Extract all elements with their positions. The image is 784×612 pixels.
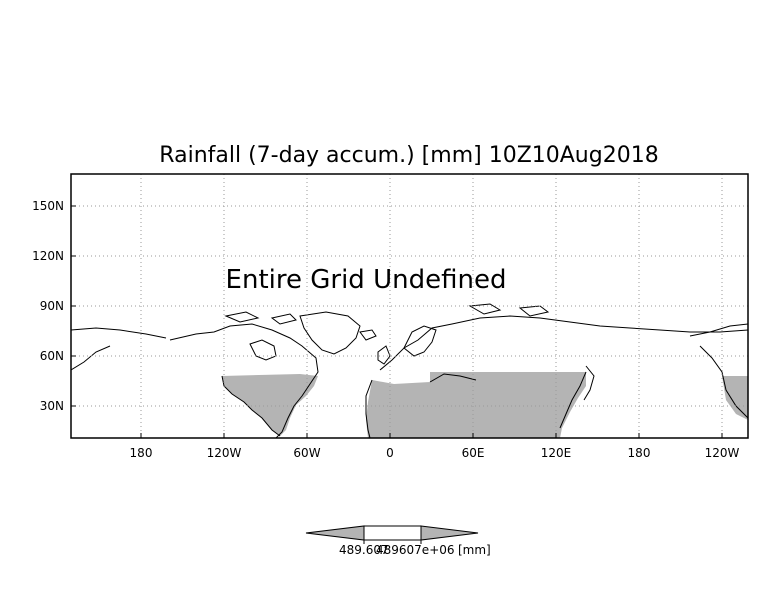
lon-label: 120E [541, 446, 572, 460]
lon-label: 180 [628, 446, 651, 460]
lon-label: 60W [293, 446, 320, 460]
shaded-region-north-america [222, 374, 318, 436]
coastline-japan [583, 365, 595, 401]
map-gridlines [71, 174, 748, 438]
coastline-scandinavia [403, 325, 437, 357]
longitude-labels: 180 120W 60W 0 60E 120E 180 120W [130, 446, 740, 460]
colorbar-unit: [mm] [458, 543, 491, 557]
lat-label: 30N [40, 399, 64, 413]
undefined-grid-message: Entire Grid Undefined [226, 265, 507, 295]
colorbar-label-right: 489607e+06 [376, 543, 455, 557]
map-title: Rainfall (7-day accum.) [mm] 10Z10Aug201… [159, 143, 658, 168]
colorbar-label-left: 489.607 [339, 543, 389, 557]
colorbar: 489.607 489607e+06 [mm] [305, 525, 491, 557]
coastline-uk [377, 345, 391, 365]
coastline-hudson-bay [249, 339, 277, 361]
coastline-iceland [359, 329, 377, 341]
lon-label: 120W [705, 446, 740, 460]
shaded-region-west-coast [722, 376, 748, 420]
colorbar-center-box [363, 525, 422, 541]
lat-label: 90N [40, 299, 64, 313]
shaded-region-eurasia-africa [366, 372, 586, 438]
lon-label: 180 [130, 446, 153, 460]
coastline-eurasia [365, 315, 748, 438]
latitude-labels: 150N 120N 90N 60N 30N [32, 199, 64, 413]
lat-label: 60N [40, 349, 64, 363]
lon-label: 0 [386, 446, 394, 460]
coastline-arctic-islands [224, 303, 550, 325]
lon-label: 120W [207, 446, 242, 460]
lon-label: 60E [462, 446, 485, 460]
lat-label: 150N [32, 199, 64, 213]
axis-ticks [71, 205, 723, 438]
coastline-north-america-right [689, 323, 748, 419]
coastline-alaska-left [71, 327, 167, 371]
map-plot-area [71, 303, 748, 438]
coastline-greenland [299, 311, 361, 355]
colorbar-right-arrow [420, 525, 479, 541]
colorbar-left-arrow [305, 525, 365, 541]
lat-label: 120N [32, 249, 64, 263]
